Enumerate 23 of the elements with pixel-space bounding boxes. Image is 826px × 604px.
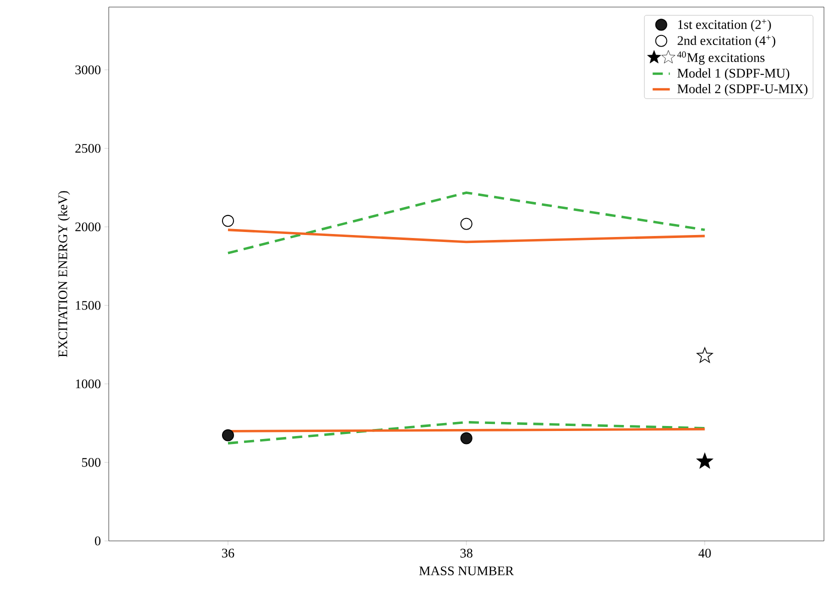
y-tick-label: 500 xyxy=(82,458,100,467)
y-tick-label: 1000 xyxy=(76,379,100,388)
legend-label: Model 1 (SDPF-MU) xyxy=(677,68,790,80)
point xyxy=(222,429,234,442)
x-tick-label: 36 xyxy=(222,548,234,558)
point xyxy=(696,452,713,468)
point xyxy=(460,432,472,444)
y-tick-label: 1500 xyxy=(76,300,100,310)
point xyxy=(222,214,234,227)
y-axis-title: EXCITATION ENERGY (keV) xyxy=(58,190,70,357)
point xyxy=(460,218,472,230)
x-tick-label: 38 xyxy=(460,548,472,558)
y-tick-label: 3000 xyxy=(75,65,100,74)
point xyxy=(696,347,713,363)
legend-label: 2nd excitation (4$^{+}$) xyxy=(678,35,776,48)
legend-label: 1st excitation (2$^{+}$) xyxy=(678,19,771,32)
y-tick-label: 2000 xyxy=(75,222,100,232)
x-tick-label: 40 xyxy=(698,548,711,558)
y-tick-label: 0 xyxy=(94,536,100,546)
y-tick-label: 2500 xyxy=(75,144,100,153)
legend-label: $^{40}$Mg excitations xyxy=(677,51,764,65)
legend-label: Model 2 (SDPF-U-MIX) xyxy=(677,84,808,96)
x-axis-title: MASS NUMBER xyxy=(419,566,514,576)
